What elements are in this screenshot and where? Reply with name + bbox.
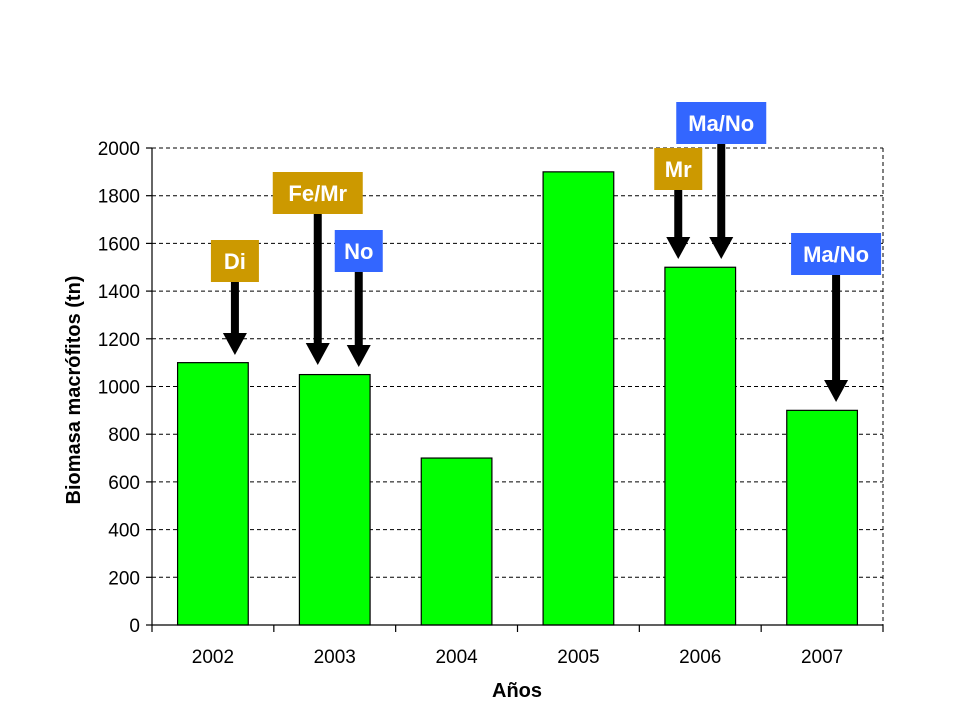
y-tick-label: 0 [129, 616, 140, 637]
x-tick-labels: 2002 2003 2004 2005 2006 2007 [192, 647, 843, 668]
y-tick-label: 1600 [98, 234, 140, 255]
x-tick-label: 2004 [435, 647, 478, 668]
y-tick-label: 800 [108, 425, 140, 446]
annotation-label: Ma/No [803, 242, 869, 267]
annotation-arrow-head [305, 343, 330, 365]
x-tick-label: 2002 [192, 647, 234, 668]
annotation-arrow-head [666, 237, 691, 259]
annotation-arrow-shaft [313, 214, 322, 343]
annotation-arrow-head [346, 345, 371, 367]
y-tick-label: 1200 [98, 330, 140, 351]
annotation-label: Fe/Mr [288, 181, 347, 206]
y-tick-label: 200 [108, 568, 140, 589]
x-axis-title: Años [492, 680, 542, 702]
annotation-arrow-shaft [832, 275, 841, 380]
annotation-1: Fe/Mr [272, 172, 363, 365]
bar-2005 [542, 171, 615, 626]
x-tick-label: 2006 [679, 647, 721, 668]
annotation-box [791, 233, 882, 275]
bar-2003 [298, 373, 371, 626]
y-tick-label: 2000 [98, 139, 140, 160]
annotation-box [654, 148, 703, 190]
y-tick-label: 1400 [98, 282, 140, 303]
annotation-box [334, 230, 383, 272]
y-axis-title: Biomasa macrófitos (tn) [63, 276, 85, 505]
annotation-label: Mr [665, 157, 692, 182]
annotation-label: No [344, 239, 373, 264]
annotation-label: Ma/No [688, 111, 754, 136]
annotation-arrow-shaft [674, 190, 683, 237]
bar-2007 [786, 409, 859, 626]
annotation-arrow-shaft [717, 144, 726, 237]
annotation-arrow-head [709, 237, 734, 259]
annotation-0: Di [210, 240, 259, 355]
bar-2004 [420, 457, 493, 626]
annotation-3: Mr [654, 148, 703, 259]
annotations: Di Fe/Mr No Mr Ma/No Ma/No [210, 102, 882, 402]
annotation-arrow-head [824, 380, 849, 402]
y-tick-label: 1800 [98, 187, 140, 208]
annotation-box [272, 172, 363, 214]
bars [176, 171, 859, 626]
bar-2002 [176, 362, 249, 626]
annotation-label: Di [224, 249, 246, 274]
y-tick-label: 400 [108, 521, 140, 542]
x-tick-label: 2005 [557, 647, 599, 668]
annotation-4: Ma/No [676, 102, 767, 259]
annotation-box [676, 102, 767, 144]
x-tick-label: 2003 [314, 647, 356, 668]
y-tick-label: 600 [108, 473, 140, 494]
annotation-arrow-shaft [354, 272, 363, 345]
annotation-arrow-head [222, 333, 247, 355]
annotation-arrow-shaft [230, 282, 239, 333]
y-tick-label: 1000 [98, 378, 140, 399]
x-tick-label: 2007 [801, 647, 843, 668]
y-tick-labels: 0 200 400 600 800 1000 1200 1400 1600 1800 2000 [98, 139, 140, 637]
annotation-box [210, 240, 259, 282]
annotation-5: Ma/No [791, 233, 882, 402]
annotation-2: No [334, 230, 383, 367]
axes [146, 147, 884, 632]
bar-2006 [664, 266, 737, 626]
